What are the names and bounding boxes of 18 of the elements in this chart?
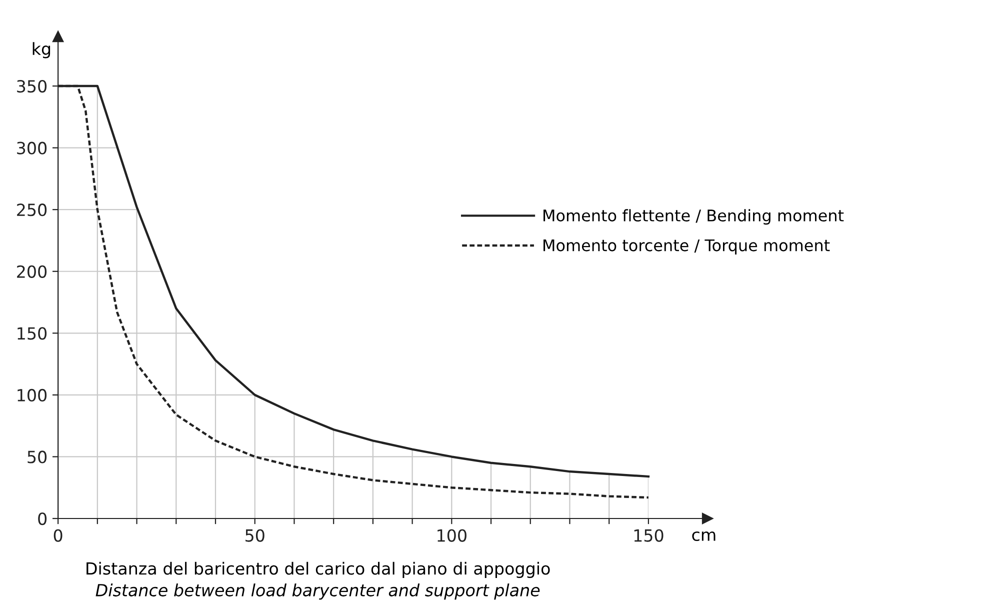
y-tick-label: 50	[28, 450, 47, 464]
x-axis-title: cm	[692, 531, 716, 542]
y-tick-label: 350	[17, 80, 47, 93]
x-tick-label: 150	[634, 529, 664, 542]
y-tick-label: 250	[17, 204, 47, 216]
y-tick-label: 0	[38, 512, 47, 526]
y-tick-label: 100	[18, 388, 47, 402]
x-tick-label: 100	[438, 529, 466, 542]
y-axis-title: kg	[32, 42, 50, 58]
text: Distanza del baricentro del carico dal piano di appoggio	[86, 562, 550, 578]
y-tick-label: 200	[17, 265, 47, 278]
y-tick-label: 300	[17, 142, 47, 154]
x-tick-label: 50	[246, 529, 264, 542]
x-tick-label: 0	[54, 529, 62, 542]
legend-label: Momento flettente / Bending moment	[544, 209, 844, 225]
legend-label: Momento torcente / Torque moment	[544, 239, 830, 254]
y-tick-label: 150	[18, 327, 47, 340]
text: Distance between load barycenter and support plane	[96, 584, 540, 600]
